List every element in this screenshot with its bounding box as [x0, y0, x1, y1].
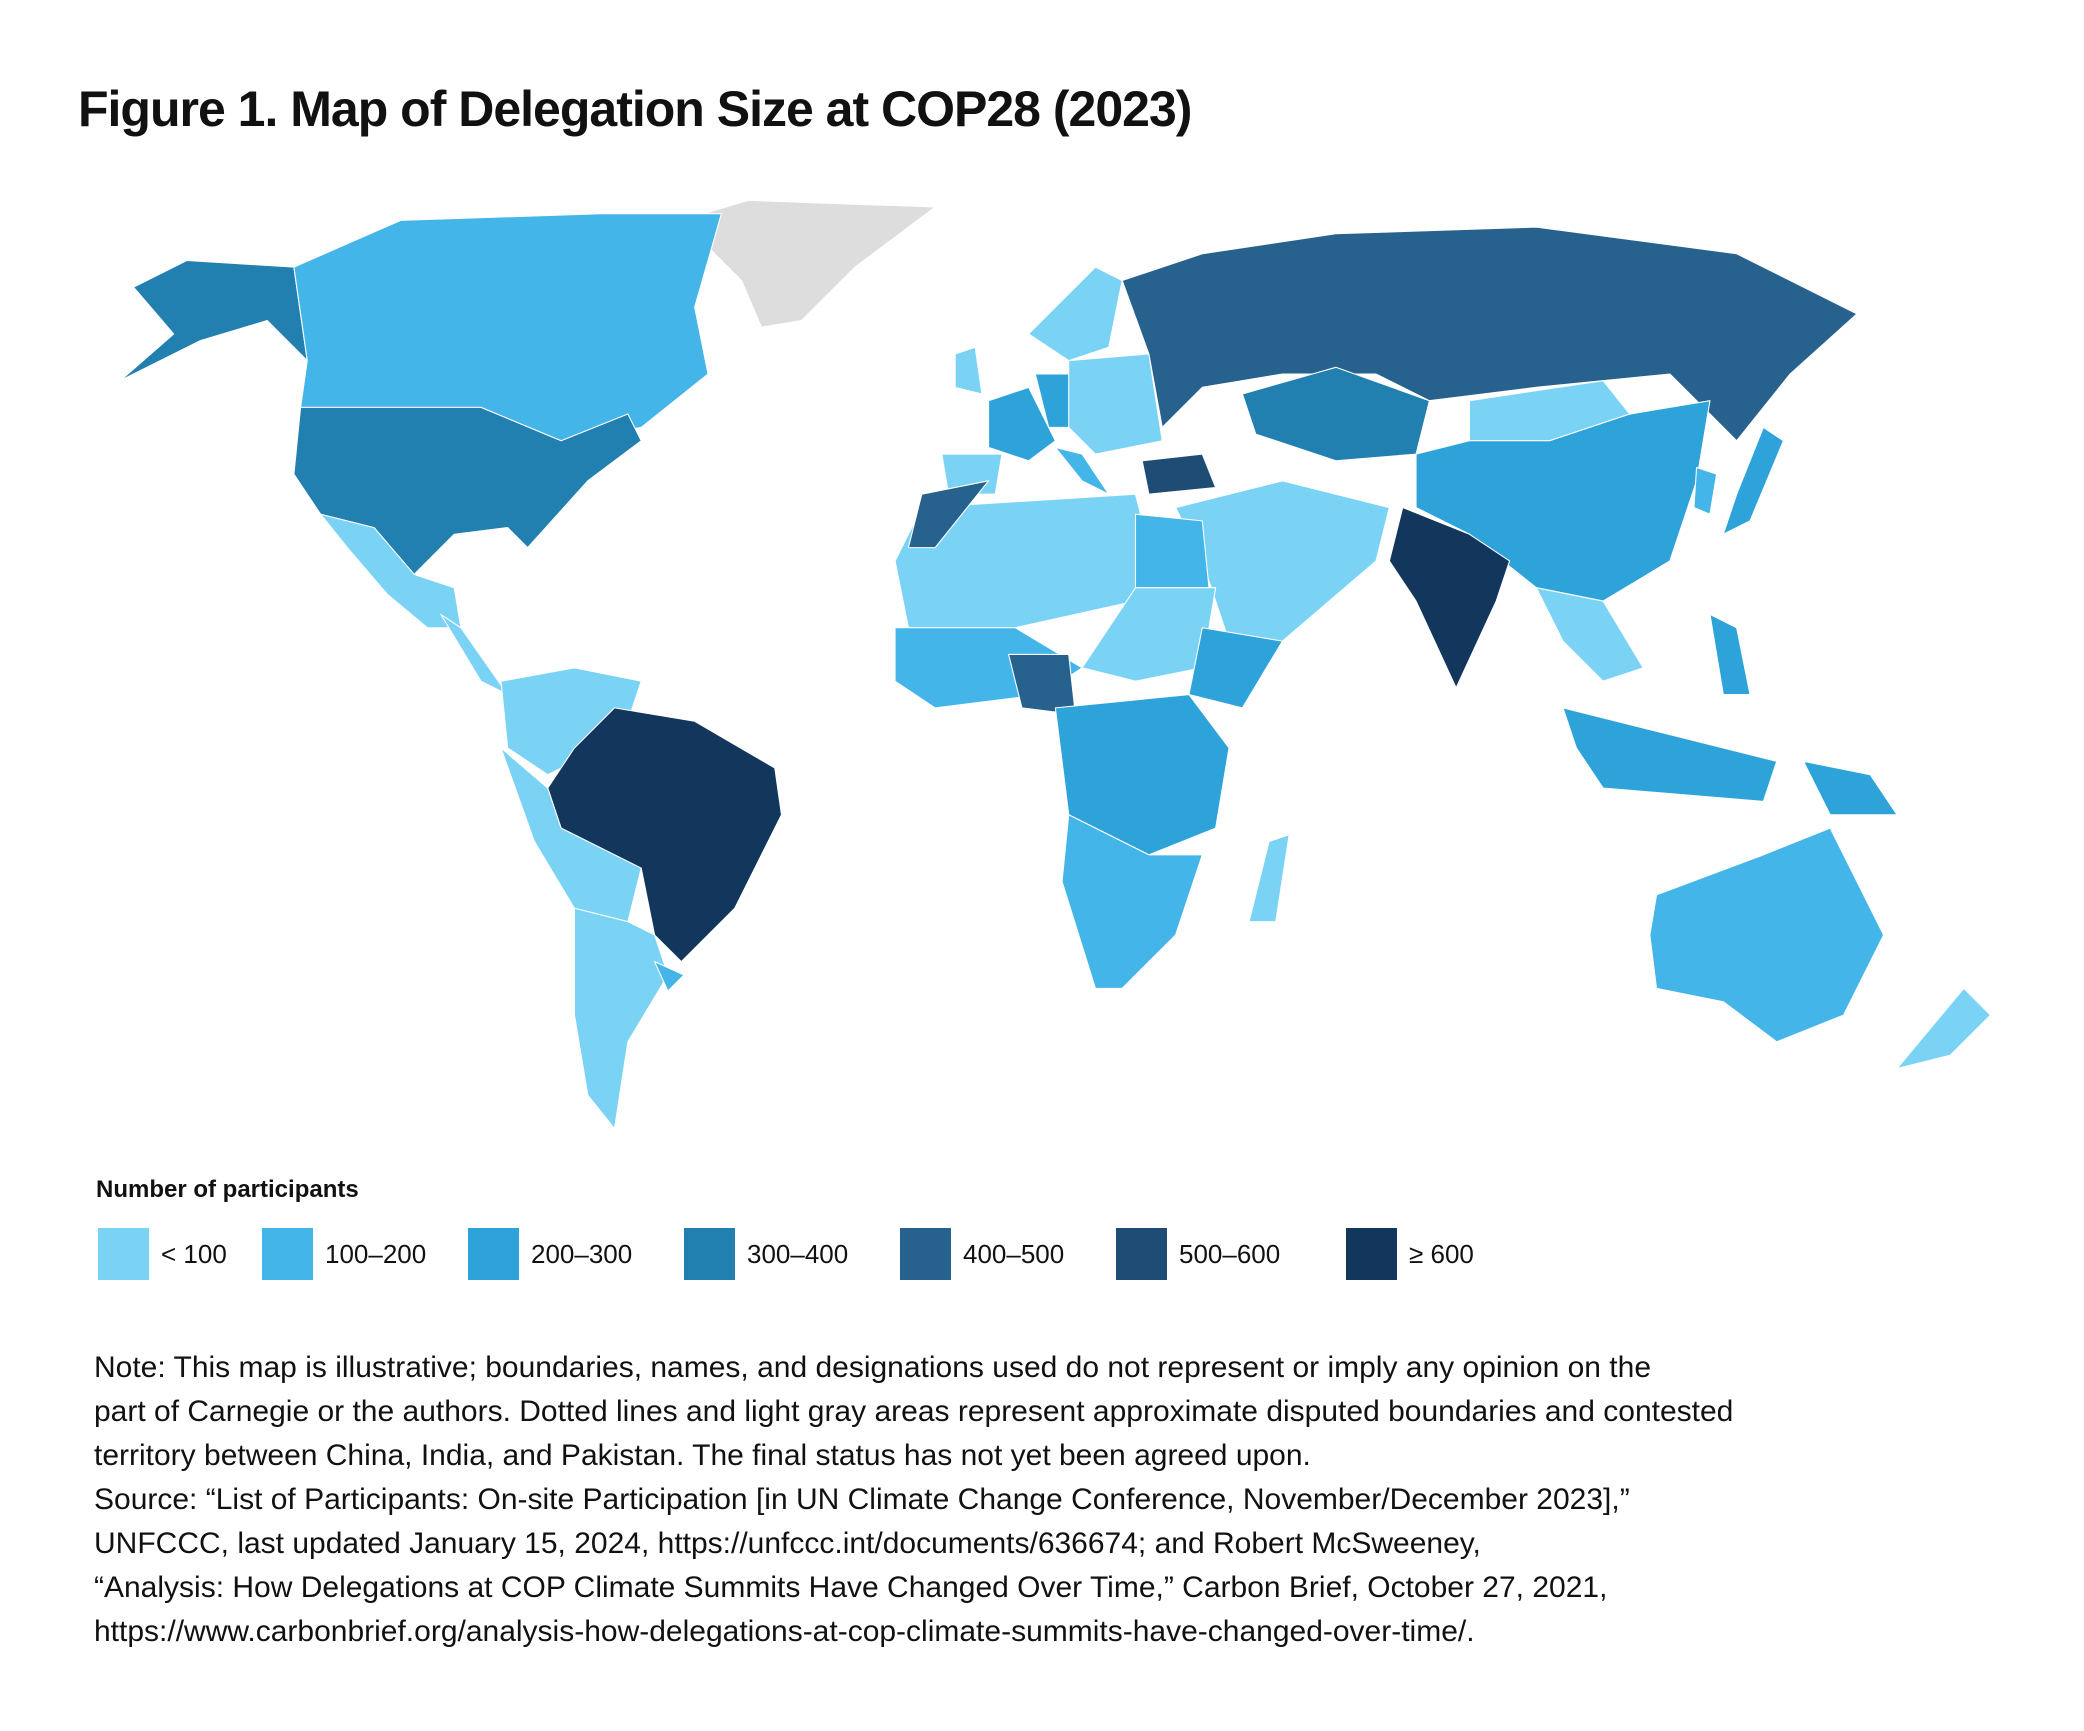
- source-link[interactable]: https://www.carbonbrief.org/analysis-how…: [94, 1615, 1475, 1648]
- region-uk: [954, 346, 983, 395]
- legend-item: 300–400: [684, 1228, 900, 1280]
- legend-label: ≥ 600: [1409, 1238, 1474, 1269]
- region-egypt: [1134, 513, 1210, 589]
- legend-item: 400–500: [900, 1228, 1116, 1280]
- legend-swatch: [468, 1228, 519, 1280]
- legend-item: ≥ 600: [1346, 1228, 1474, 1280]
- note-line: territory between China, India, and Paki…: [94, 1439, 1311, 1472]
- region-greenland: [680, 199, 936, 328]
- legend-label: < 100: [161, 1238, 227, 1269]
- region-scandinavia: [1028, 266, 1123, 362]
- region-uruguay: [654, 961, 685, 992]
- region-new-zealand: [1896, 987, 1992, 1070]
- region-usa: [293, 406, 642, 575]
- legend-item: 500–600: [1116, 1228, 1346, 1280]
- legend-swatch: [900, 1228, 951, 1280]
- region-korea: [1693, 466, 1718, 515]
- region-sudan-chad: [1081, 587, 1217, 682]
- region-southern-africa: [1061, 814, 1203, 989]
- region-canada: [293, 213, 722, 442]
- legend-swatch: [262, 1228, 313, 1280]
- region-peru-bolivia: [500, 747, 642, 923]
- region-russia: [1121, 226, 1858, 442]
- legend-label: 100–200: [325, 1238, 427, 1269]
- region-japan: [1722, 426, 1784, 535]
- region-north-africa: [894, 493, 1150, 629]
- legend-item: 200–300: [468, 1228, 684, 1280]
- region-italy: [1054, 446, 1110, 495]
- region-france: [988, 386, 1056, 462]
- legend-label: 200–300: [531, 1238, 633, 1269]
- legend-title: Number of participants: [96, 1176, 359, 1203]
- legend-item: < 100: [98, 1228, 262, 1280]
- region-india: [1388, 507, 1511, 689]
- legend-label: 400–500: [963, 1238, 1065, 1269]
- region-alaska-usa: [119, 259, 308, 382]
- region-central-america: [440, 613, 509, 696]
- legend: < 100 100–200 200–300 300–400 400–500 50…: [98, 1228, 1474, 1280]
- legend-swatch: [1116, 1228, 1167, 1280]
- region-papua-new-guinea: [1802, 760, 1898, 816]
- legend-label: 500–600: [1179, 1238, 1281, 1269]
- region-philippines: [1709, 613, 1751, 696]
- region-china: [1415, 400, 1711, 602]
- legend-swatch: [684, 1228, 735, 1280]
- source-line: “Analysis: How Delegations at COP Climat…: [94, 1571, 1608, 1604]
- note-and-source: Note: This map is illustrative; boundari…: [94, 1346, 2054, 1654]
- figure-title: Figure 1. Map of Delegation Size at COP2…: [78, 81, 1192, 137]
- note-line: Note: This map is illustrative; boundari…: [94, 1351, 1652, 1384]
- region-turkey: [1141, 453, 1217, 495]
- legend-swatch: [1346, 1228, 1397, 1280]
- region-morocco: [907, 480, 990, 549]
- source-line: Source: “List of Participants: On-site P…: [94, 1483, 1630, 1516]
- region-southeast-asia: [1535, 587, 1644, 682]
- region-nigeria: [1008, 653, 1076, 716]
- note-line: part of Carnegie or the authors. Dotted …: [94, 1395, 1734, 1428]
- source-line: UNFCCC, last updated January 15, 2024, h…: [94, 1527, 1481, 1560]
- region-argentina-chile: [573, 907, 669, 1130]
- legend-item: 100–200: [262, 1228, 468, 1280]
- region-eastern-europe: [1068, 353, 1163, 455]
- region-australia: [1649, 827, 1885, 1043]
- legend-swatch: [98, 1228, 149, 1280]
- region-spain-portugal: [941, 453, 1003, 495]
- region-madagascar: [1248, 834, 1290, 923]
- region-indonesia: [1562, 707, 1778, 802]
- region-east-africa: [1188, 627, 1283, 709]
- legend-label: 300–400: [747, 1238, 849, 1269]
